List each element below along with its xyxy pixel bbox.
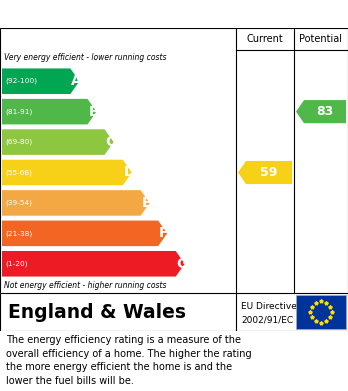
Text: Energy Efficiency Rating: Energy Efficiency Rating xyxy=(10,7,212,22)
Polygon shape xyxy=(2,190,150,216)
Text: B: B xyxy=(88,105,99,118)
Polygon shape xyxy=(2,251,185,276)
Polygon shape xyxy=(2,160,132,185)
Text: Current: Current xyxy=(247,34,283,44)
Text: 59: 59 xyxy=(260,166,278,179)
Polygon shape xyxy=(2,221,167,246)
Polygon shape xyxy=(2,129,113,155)
Text: A: A xyxy=(71,74,82,88)
Text: (21-38): (21-38) xyxy=(5,230,32,237)
Bar xyxy=(296,295,346,329)
Text: 2002/91/EC: 2002/91/EC xyxy=(241,315,293,324)
Polygon shape xyxy=(2,68,79,94)
Text: The energy efficiency rating is a measure of the
overall efficiency of a home. T: The energy efficiency rating is a measur… xyxy=(6,335,252,386)
Text: Potential: Potential xyxy=(300,34,342,44)
Text: (69-80): (69-80) xyxy=(5,139,32,145)
Text: (1-20): (1-20) xyxy=(5,260,27,267)
Text: E: E xyxy=(142,196,151,210)
Polygon shape xyxy=(2,99,96,124)
Text: (81-91): (81-91) xyxy=(5,108,32,115)
Text: (39-54): (39-54) xyxy=(5,200,32,206)
Text: England & Wales: England & Wales xyxy=(8,303,186,321)
Text: (92-100): (92-100) xyxy=(5,78,37,84)
Text: Not energy efficient - higher running costs: Not energy efficient - higher running co… xyxy=(4,282,166,291)
Text: 83: 83 xyxy=(316,105,334,118)
Polygon shape xyxy=(296,100,346,123)
Text: F: F xyxy=(159,226,169,240)
Text: C: C xyxy=(105,135,116,149)
Polygon shape xyxy=(238,161,292,184)
Text: Very energy efficient - lower running costs: Very energy efficient - lower running co… xyxy=(4,54,166,63)
Text: G: G xyxy=(177,257,188,271)
Text: (55-68): (55-68) xyxy=(5,169,32,176)
Text: EU Directive: EU Directive xyxy=(241,302,297,311)
Text: D: D xyxy=(124,165,135,179)
